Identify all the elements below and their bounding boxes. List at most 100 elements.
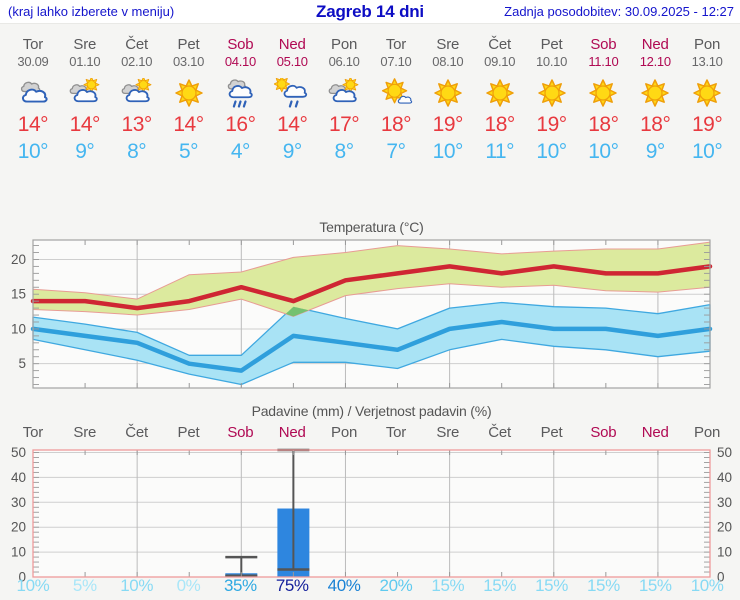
precip-probability-cell: 10% xyxy=(681,576,733,596)
precip-day-label: Pet xyxy=(540,424,563,441)
precip-day-label-cell: Tor xyxy=(7,424,59,441)
day-name-label: Pet xyxy=(540,36,563,53)
precip-probability-value: 15% xyxy=(535,576,568,595)
min-temperature: 5° xyxy=(178,140,199,163)
precip-day-label: Sre xyxy=(436,424,460,441)
precip-probability-value: 5% xyxy=(72,576,97,595)
day-name-label: Čet xyxy=(488,36,512,53)
precip-day-label-cell: Pet xyxy=(163,424,215,441)
max-temperature: 14° xyxy=(69,113,101,136)
precip-day-label-cell: Sob xyxy=(577,424,629,441)
precip-probability-value: 15% xyxy=(483,576,517,595)
svg-text:40: 40 xyxy=(11,470,26,485)
day-date-label: 09.10 xyxy=(484,54,516,69)
page-title: Zagreb 14 dni xyxy=(316,2,424,21)
day-name-label: Ned xyxy=(278,36,306,53)
rain-weather-icon xyxy=(222,78,258,108)
precip-day-label-cell: Sre xyxy=(422,424,474,441)
day-date-label: 13.10 xyxy=(691,54,723,69)
precip-day-label: Sob xyxy=(227,424,254,441)
precip-day-label: Pon xyxy=(694,424,721,441)
max-temperature: 18° xyxy=(484,113,516,136)
precip-day-label-cell: Pon xyxy=(681,424,733,441)
precip-probability-value: 15% xyxy=(431,576,465,595)
max-temperature: 14° xyxy=(277,113,308,136)
min-temperature: 10° xyxy=(691,140,723,163)
max-temperature: 16° xyxy=(225,113,256,136)
svg-text:50: 50 xyxy=(11,445,26,460)
svg-text:15: 15 xyxy=(11,287,26,302)
max-temperature: 17° xyxy=(328,113,360,136)
precip-day-label: Sre xyxy=(73,424,97,441)
svg-text:10: 10 xyxy=(11,545,26,560)
precip-probability-value: 0% xyxy=(176,576,201,595)
day-date-label: 02.10 xyxy=(121,54,153,69)
precip-probability-cell: 15% xyxy=(526,576,578,596)
precip-day-label-cell: Ned xyxy=(629,424,681,441)
max-temperature: 18° xyxy=(380,113,412,136)
day-date-label: 30.09 xyxy=(17,54,49,69)
min-temperature: 11° xyxy=(485,140,515,163)
precip-probability-cell: 0% xyxy=(163,576,215,596)
max-temperature: 19° xyxy=(536,113,567,136)
day-date-label: 07.10 xyxy=(380,54,412,69)
precip-probability-cell: 35% xyxy=(214,576,266,596)
svg-text:0: 0 xyxy=(18,570,26,585)
precip-day-label-cell: Pon xyxy=(318,424,370,441)
precip-day-label: Sob xyxy=(590,424,617,441)
day-date-label: 05.10 xyxy=(276,54,308,69)
min-temperature: 4° xyxy=(230,140,251,163)
precipitation-day-labels: Tor Sre Čet Pet Sob Ned Pon Tor Sre Čet Pet Sob Ned P… xyxy=(7,424,733,441)
day-date-label: 06.10 xyxy=(328,54,360,69)
weather-icon-cell xyxy=(370,78,422,108)
weather-icon-cell xyxy=(163,78,215,108)
max-temperature: 14° xyxy=(17,113,49,136)
sunny-weather-icon xyxy=(689,78,725,108)
mostly-sunny-weather-icon xyxy=(378,78,414,108)
precip-probability-value: 20% xyxy=(379,576,413,595)
day-name-label: Ned xyxy=(641,36,669,53)
page-header: (kraj lahko izberete v meniju) Zagreb 14… xyxy=(0,0,740,24)
precip-day-label-cell: Ned xyxy=(266,424,318,441)
day-column: Ned 12.10 18° 9° xyxy=(629,24,681,164)
precip-probability-cell: 20% xyxy=(370,576,422,596)
precipitation-probability-row: 10% 5% 10% 0% 35% 75% 40% 20% 15% 15% 15% 15% 15% 10% xyxy=(7,576,733,596)
min-temperature: 7° xyxy=(386,140,406,163)
weather-icon-cell xyxy=(422,78,474,108)
day-name-label: Čet xyxy=(125,36,149,53)
min-temperature: 10° xyxy=(432,140,464,163)
day-date-label: 10.10 xyxy=(536,54,568,69)
svg-text:30: 30 xyxy=(11,495,26,510)
precip-day-label: Čet xyxy=(125,424,149,441)
day-date-label: 04.10 xyxy=(224,54,256,69)
weather-icon-cell xyxy=(7,78,59,108)
cloudy-weather-icon xyxy=(15,78,51,108)
partly-weather-icon xyxy=(326,78,362,108)
day-name-label: Pon xyxy=(694,36,721,53)
precip-probability-value: 10% xyxy=(16,576,50,595)
precip-day-label-cell: Sre xyxy=(59,424,111,441)
precip-probability-cell: 10% xyxy=(111,576,163,596)
day-name-label: Pon xyxy=(331,36,358,53)
max-temperature: 19° xyxy=(432,113,464,136)
max-temperature: 13° xyxy=(121,113,153,136)
svg-text:20: 20 xyxy=(717,520,732,535)
max-temperature: 18° xyxy=(588,113,619,136)
weather-icon-cell xyxy=(681,78,733,108)
min-temperature: 10° xyxy=(536,140,567,163)
min-temperature: 9° xyxy=(282,140,303,163)
weather-icon-cell xyxy=(577,78,629,108)
day-column: Sob 04.10 16° 4° xyxy=(214,24,266,164)
weather-icon-cell xyxy=(59,78,111,108)
svg-text:20: 20 xyxy=(11,520,26,535)
weather-icon-cell xyxy=(318,78,370,108)
day-name-label: Sre xyxy=(436,36,460,53)
svg-text:50: 50 xyxy=(717,445,732,460)
svg-text:40: 40 xyxy=(717,470,732,485)
svg-text:10: 10 xyxy=(11,321,26,336)
day-name-label: Pet xyxy=(177,36,200,53)
precip-day-label: Pon xyxy=(331,424,358,441)
weather-icon-cell xyxy=(111,78,163,108)
min-temperature: 8° xyxy=(334,140,355,163)
max-temperature: 18° xyxy=(640,113,671,136)
